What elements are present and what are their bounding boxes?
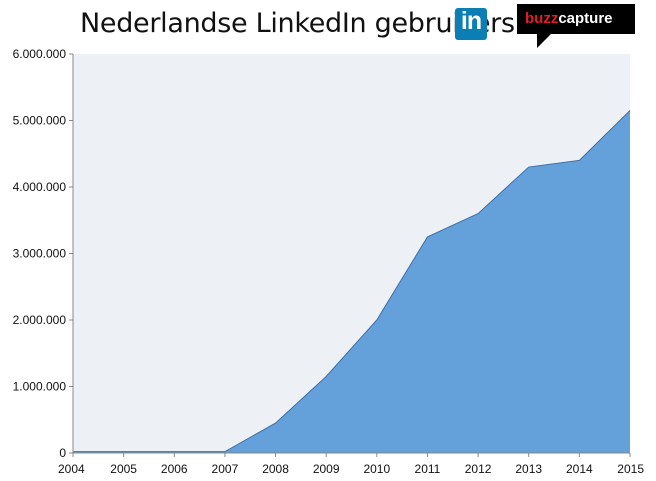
x-tick-label: 2009 (313, 462, 340, 476)
area-series-line (73, 110, 631, 453)
x-tick-label: 2014 (566, 462, 593, 476)
x-tick-label: 2011 (415, 462, 441, 476)
area-series (73, 110, 630, 454)
x-tick-label: 2007 (212, 462, 239, 476)
x-tick-label: 2008 (262, 462, 289, 476)
linkedin-logo-text: in (460, 7, 482, 35)
x-tick-label: 2013 (515, 462, 542, 476)
x-tick-label: 2006 (161, 462, 188, 476)
buzzcapture-logo-text: buzzcapture (525, 10, 613, 27)
y-tick-label: 0 (59, 446, 66, 460)
x-tick-label: 2010 (363, 462, 390, 476)
y-tick-label: 3.000.000 (13, 247, 67, 261)
speech-bubble-tail-icon (537, 34, 551, 48)
y-tick-label: 4.000.000 (13, 180, 67, 194)
y-tick-label: 5.000.000 (13, 114, 67, 128)
chart-title: Nederlandse LinkedIn gebruikers (80, 8, 515, 39)
y-tick-label: 2.000.000 (13, 313, 67, 327)
x-tick-label: 2015 (617, 462, 644, 476)
x-tick-label: 2004 (58, 462, 85, 476)
buzzcapture-logo-part2: capture (558, 10, 613, 27)
buzzcapture-logo: buzzcapture (517, 4, 635, 48)
buzzcapture-logo-part1: buzz (525, 10, 559, 27)
y-tick-label: 6.000.000 (13, 47, 67, 61)
y-tick-label: 1.000.000 (13, 380, 67, 394)
x-tick-label: 2012 (465, 462, 492, 476)
x-tick-label: 2005 (110, 462, 137, 476)
linkedin-logo-icon: in (455, 7, 487, 40)
